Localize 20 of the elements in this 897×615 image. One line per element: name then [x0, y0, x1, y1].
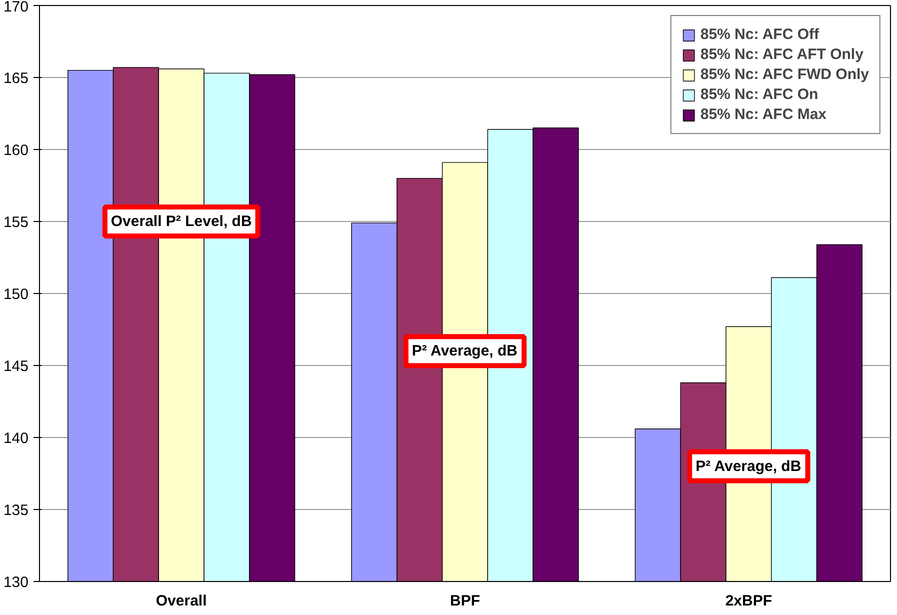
y-tick-label: 135 [3, 502, 29, 519]
y-tick-label: 170 [3, 0, 29, 16]
legend-label: 85% Nc: AFC Off [700, 26, 819, 43]
y-tick-label: 160 [3, 142, 29, 159]
x-tick-label: Overall [156, 592, 207, 610]
legend-label: 85% Nc: AFC On [700, 86, 818, 103]
x-tick-label: 2xBPF [725, 592, 772, 610]
legend-label: 85% Nc: AFC FWD Only [700, 66, 869, 83]
y-tick-label: 165 [3, 70, 29, 87]
annotation: P² Average, dB [696, 458, 802, 475]
annotation: P² Average, dB [412, 342, 518, 360]
legend-label: 85% Nc: AFC Max [700, 106, 827, 123]
y-tick-label: 155 [3, 214, 29, 231]
x-tick-label: BPF [450, 592, 480, 610]
annotation: Overall P² Level, dB [110, 213, 252, 230]
y-tick-label: 130 [3, 574, 29, 591]
y-tick-label: 145 [3, 358, 29, 375]
legend-label: 85% Nc: AFC AFT Only [700, 46, 864, 63]
y-tick-label: 150 [3, 286, 29, 303]
y-tick-label: 140 [3, 430, 29, 447]
